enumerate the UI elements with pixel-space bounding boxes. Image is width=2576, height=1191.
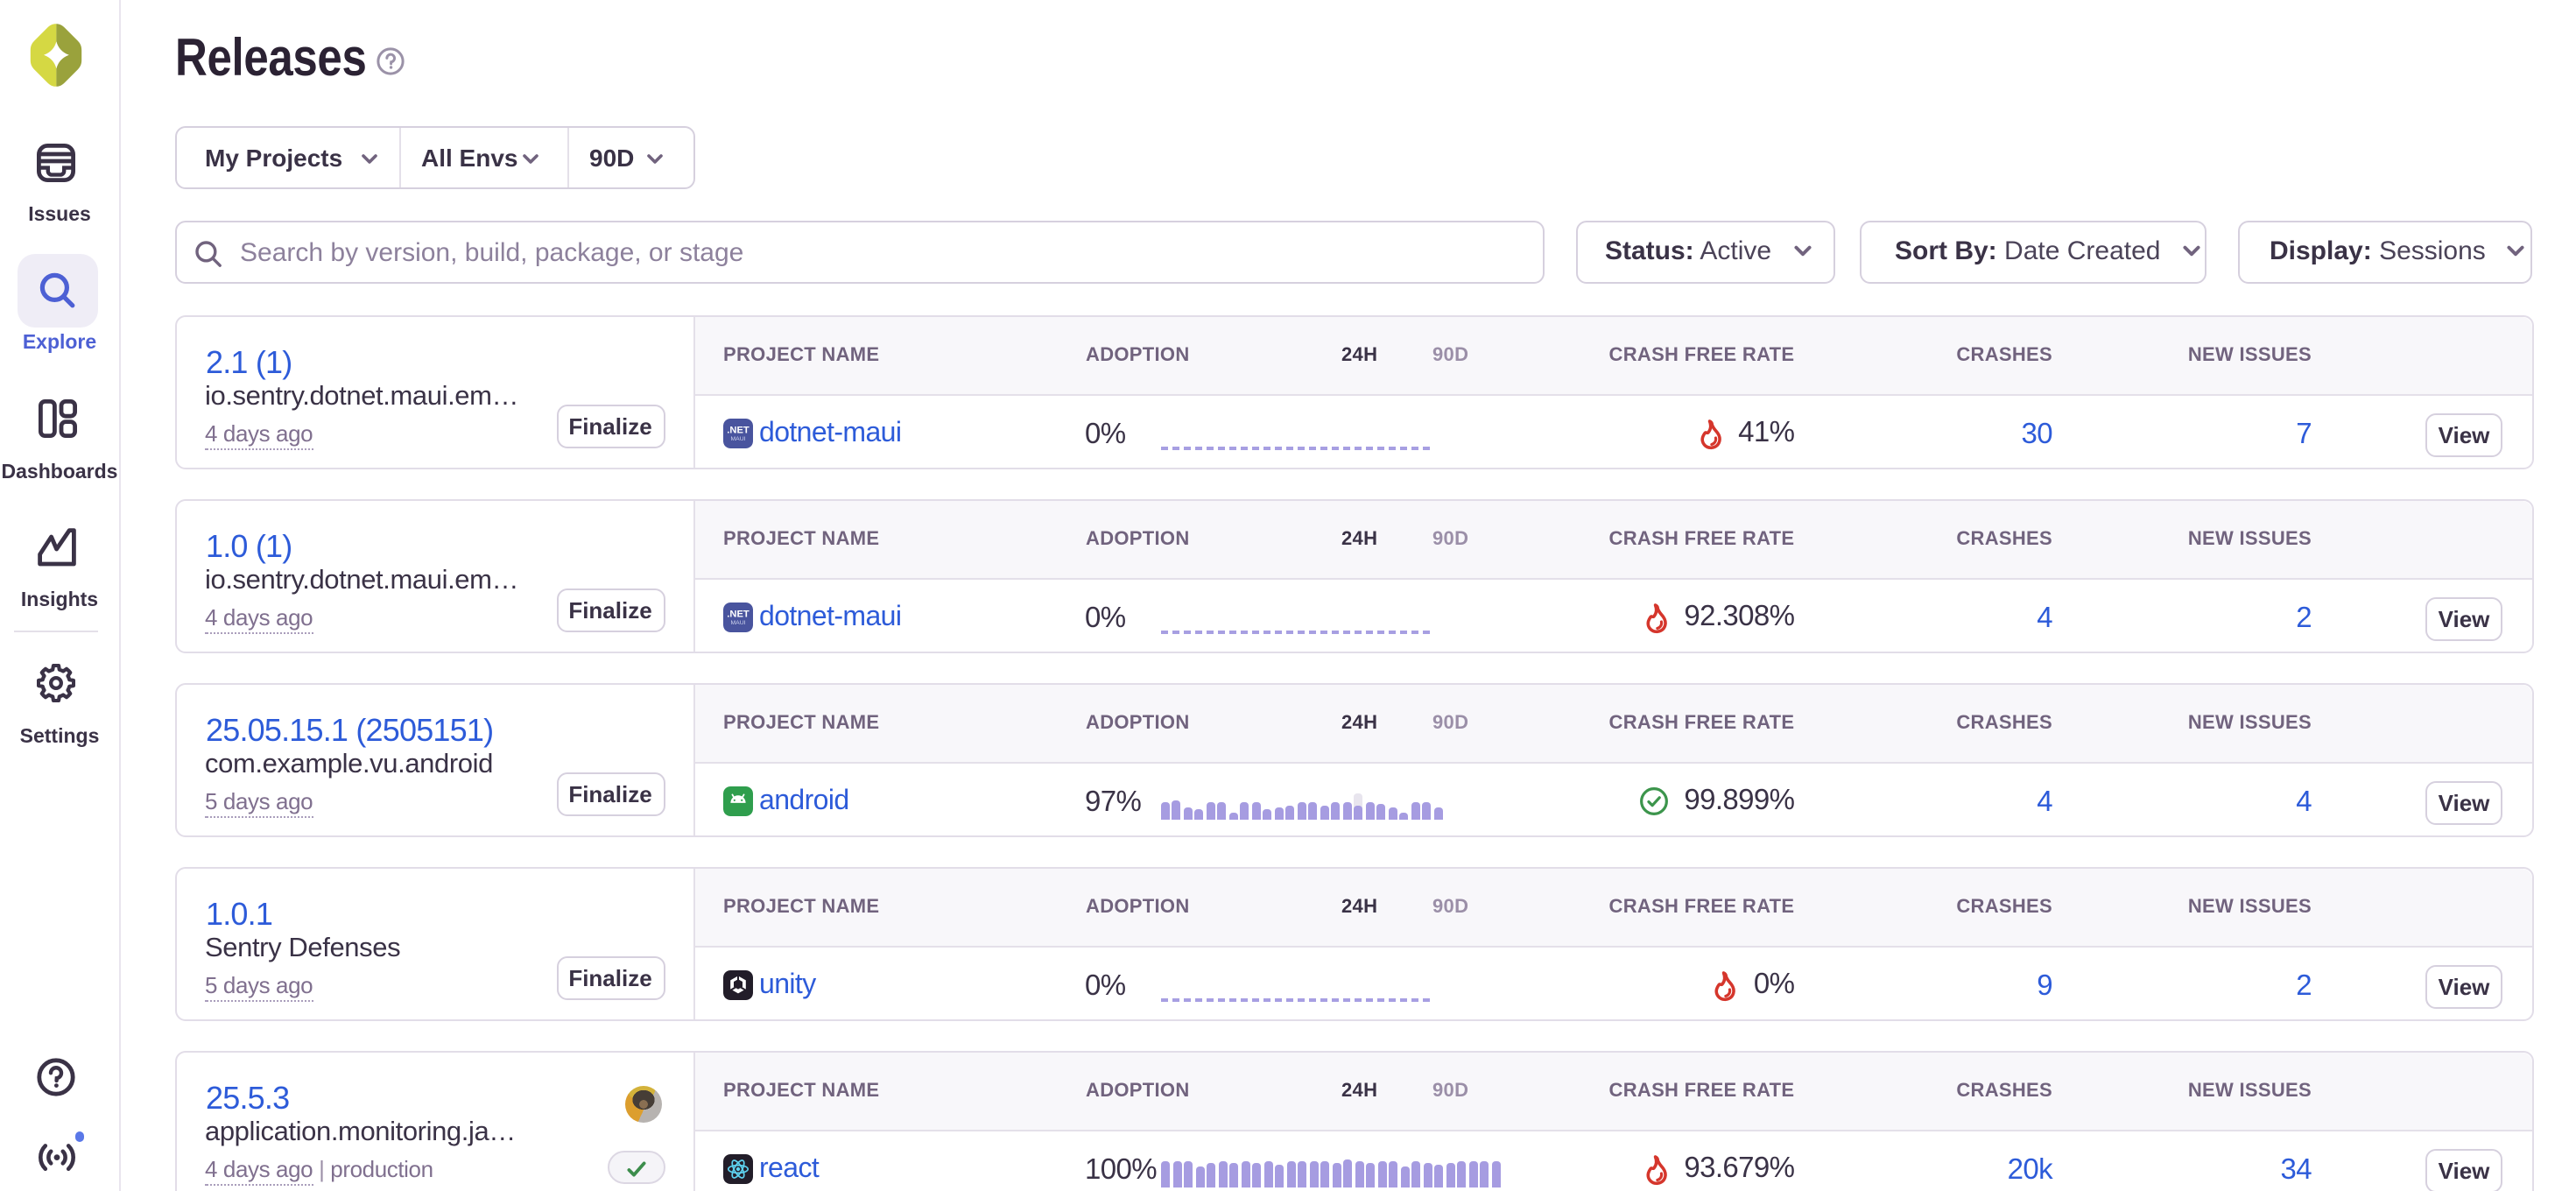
svg-text:.NET: .NET [726,424,749,434]
svg-text:MAUI: MAUI [730,619,745,625]
svg-text:MAUI: MAUI [730,435,745,441]
svg-text:.NET: .NET [726,608,749,618]
